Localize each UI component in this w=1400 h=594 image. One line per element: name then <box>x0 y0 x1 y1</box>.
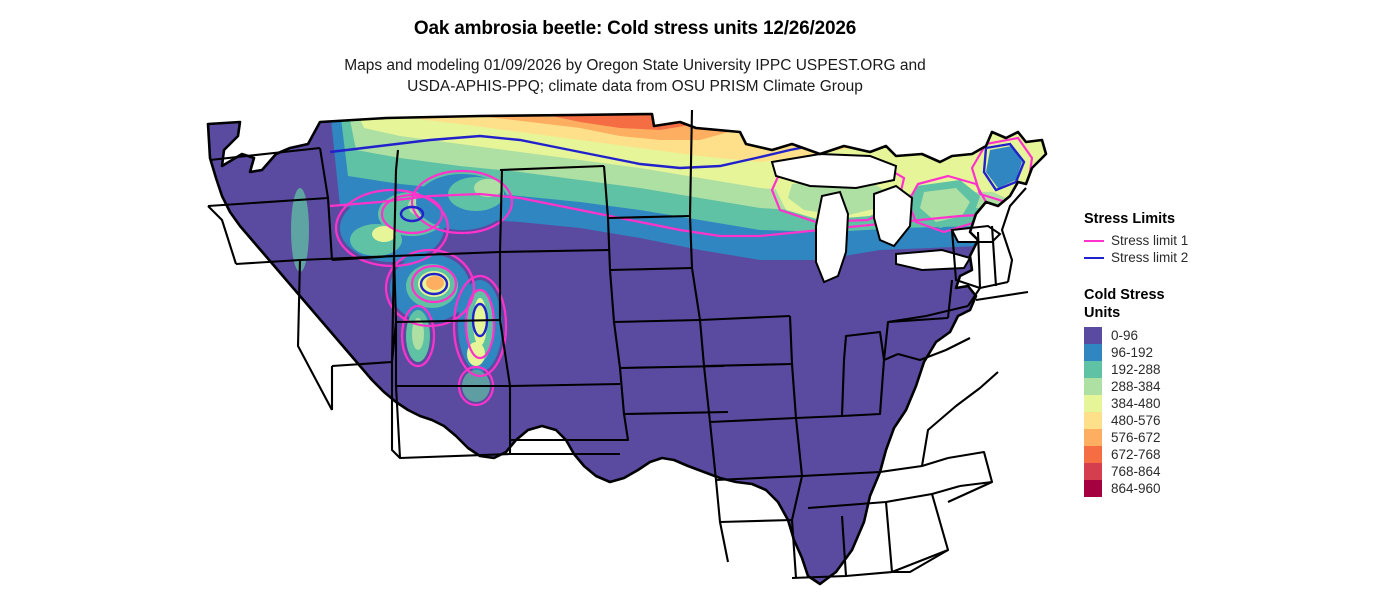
map-canvas <box>180 110 1060 590</box>
ramp-label-864-960: 864-960 <box>1111 481 1161 496</box>
ramp-label-0-96: 0-96 <box>1111 328 1139 343</box>
raster-patch-maine-core <box>986 146 1022 188</box>
legend-item-stress-limit-2: Stress limit 2 <box>1084 249 1384 266</box>
raster-patch-adirondack-inner <box>920 188 970 222</box>
ramp-swatch-768-864 <box>1084 463 1102 480</box>
ramp-swatch-288-384 <box>1084 378 1102 395</box>
ramp-swatch-96-192 <box>1084 344 1102 361</box>
ramp-label-384-480: 384-480 <box>1111 396 1161 411</box>
legend-ramp-item: 672-768 <box>1084 446 1384 463</box>
ramp-label-192-288: 192-288 <box>1111 362 1161 377</box>
ramp-label-288-384: 288-384 <box>1111 379 1161 394</box>
cold-stress-units-title-line-1: Cold Stress <box>1084 287 1165 303</box>
us-choropleth-map <box>180 110 1060 590</box>
ramp-swatch-480-576 <box>1084 412 1102 429</box>
legend-ramp-item: 96-192 <box>1084 344 1384 361</box>
ramp-label-96-192: 96-192 <box>1111 345 1154 360</box>
cold-stress-units-title: Cold Stress Units <box>1084 286 1204 322</box>
ramp-label-768-864: 768-864 <box>1111 464 1161 479</box>
legend-ramp-item: 192-288 <box>1084 361 1384 378</box>
stress-limit-1-line-icon <box>1084 239 1104 242</box>
stress-limit-2-line-icon <box>1084 256 1104 259</box>
great-lakes-water <box>770 152 1002 284</box>
ramp-label-672-768: 672-768 <box>1111 447 1161 462</box>
national-outline <box>206 112 1048 586</box>
ramp-label-576-672: 576-672 <box>1111 430 1161 445</box>
map-legend: Stress Limits Stress limit 1 Stress limi… <box>1084 210 1384 497</box>
cold-stress-units-title-line-2: Units <box>1084 305 1121 321</box>
stress-limit-2-label: Stress limit 2 <box>1111 250 1189 265</box>
ramp-label-480-576: 480-576 <box>1111 413 1161 428</box>
subtitle-line-2: USDA-APHIS-PPQ; climate data from OSU PR… <box>407 78 863 95</box>
ramp-swatch-0-96 <box>1084 327 1102 344</box>
page-subtitle: Maps and modeling 01/09/2026 by Oregon S… <box>0 55 1270 97</box>
stress-limit-1-label: Stress limit 1 <box>1111 233 1189 248</box>
state-borders <box>207 110 1029 580</box>
ramp-swatch-576-672 <box>1084 429 1102 446</box>
legend-item-stress-limit-1: Stress limit 1 <box>1084 232 1384 249</box>
subtitle-line-1: Maps and modeling 01/09/2026 by Oregon S… <box>344 57 926 74</box>
legend-ramp-item: 0-96 <box>1084 327 1384 344</box>
legend-ramp-item: 288-384 <box>1084 378 1384 395</box>
legend-ramp-item: 768-864 <box>1084 463 1384 480</box>
legend-ramp-item: 864-960 <box>1084 480 1384 497</box>
ramp-swatch-864-960 <box>1084 480 1102 497</box>
page-title: Oak ambrosia beetle: Cold stress units 1… <box>413 18 857 39</box>
ramp-swatch-384-480 <box>1084 395 1102 412</box>
legend-ramp-item: 480-576 <box>1084 412 1384 429</box>
color-ramp-list: 0-96 96-192 192-288 288-384 384-480 480-… <box>1084 327 1384 497</box>
legend-ramp-item: 576-672 <box>1084 429 1384 446</box>
legend-ramp-item: 384-480 <box>1084 395 1384 412</box>
ramp-swatch-192-288 <box>1084 361 1102 378</box>
ramp-swatch-672-768 <box>1084 446 1102 463</box>
stress-limits-title: Stress Limits <box>1084 211 1176 227</box>
